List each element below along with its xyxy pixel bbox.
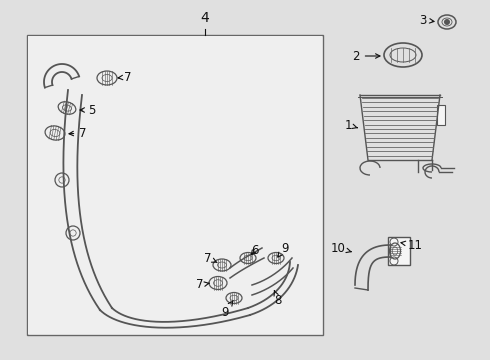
Text: 10: 10: [331, 242, 351, 255]
Text: 7: 7: [69, 126, 87, 140]
Text: 2: 2: [352, 50, 380, 63]
Text: 1: 1: [344, 118, 357, 131]
Text: 6: 6: [251, 243, 259, 257]
Text: 9: 9: [221, 301, 233, 319]
Text: 8: 8: [274, 291, 282, 306]
Text: 3: 3: [419, 14, 434, 27]
Text: 7: 7: [118, 71, 132, 84]
Bar: [437, 105, 445, 125]
Text: 5: 5: [80, 104, 96, 117]
Text: 11: 11: [401, 239, 422, 252]
Bar: [388, 237, 410, 265]
Text: 9: 9: [278, 242, 289, 257]
Circle shape: [444, 19, 450, 25]
Text: 7: 7: [196, 279, 209, 292]
Text: 4: 4: [200, 11, 209, 25]
Bar: [28, 36, 322, 334]
Text: 7: 7: [204, 252, 217, 265]
Bar: [27, 35, 323, 335]
